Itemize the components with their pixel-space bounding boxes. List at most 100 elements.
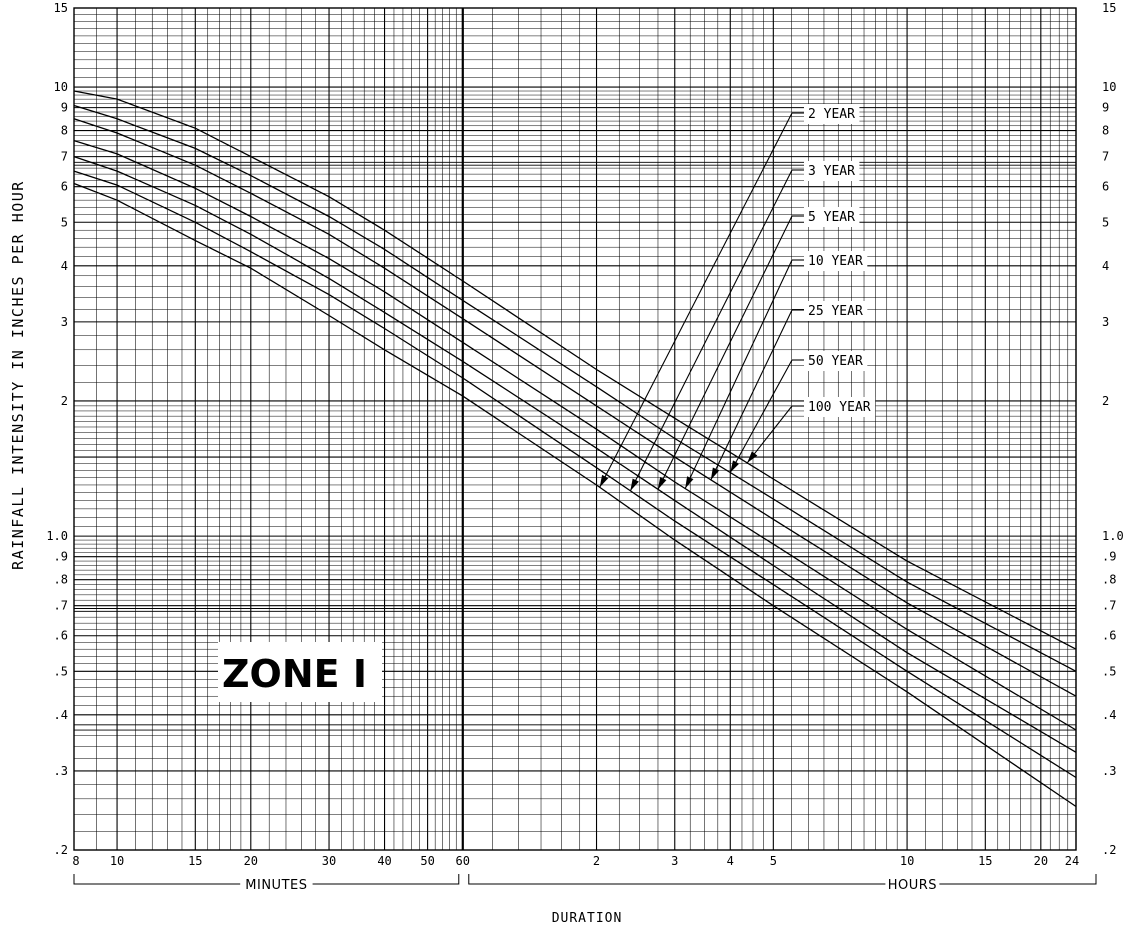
x-tick-label: 30 <box>322 854 336 868</box>
y-tick-label-right: .5 <box>1102 664 1116 678</box>
legend-label-bg <box>804 104 860 124</box>
series-line-50-year <box>73 104 1077 672</box>
legend-arrow-line <box>746 405 793 464</box>
y-tick-label: 8 <box>61 124 68 138</box>
x-tick-label: 4 <box>727 854 734 868</box>
y-tick-label-right: 1.0 <box>1102 529 1124 543</box>
legend-label-bg <box>804 351 868 371</box>
x-tick-label: 20 <box>244 854 258 868</box>
y-tick-label: 5 <box>61 215 68 229</box>
x-axis-label: DURATION <box>552 911 623 926</box>
legend-label-bg <box>804 251 868 271</box>
y-tick-label-right: .4 <box>1102 708 1116 722</box>
y-tick-label-right: 15 <box>1102 1 1116 15</box>
legend-arrow-line <box>657 215 793 490</box>
y-tick-label: 1.0 <box>46 529 68 543</box>
y-tick-label-right: 10 <box>1102 80 1116 94</box>
x-tick-label: 15 <box>188 854 202 868</box>
legend-arrowhead <box>630 478 639 491</box>
curve-group <box>73 90 1077 808</box>
chart-grid <box>73 7 1077 851</box>
legend-label-bg <box>804 207 860 227</box>
y-tick-label-right: .7 <box>1102 599 1116 613</box>
series-line-10-year <box>73 139 1077 731</box>
legend-arrowhead <box>599 474 609 488</box>
series-line-3-year <box>73 170 1077 779</box>
legend-label: 25 YEAR <box>808 304 863 319</box>
x-tick-label: 10 <box>900 854 914 868</box>
y-tick-label-right: 9 <box>1102 101 1109 115</box>
y-tick-label: .6 <box>54 629 68 643</box>
segment-bracket <box>468 874 886 885</box>
x-tick-label: 5 <box>770 854 777 868</box>
y-tick-label: 3 <box>61 315 68 329</box>
y-tick-label: 4 <box>61 259 68 273</box>
series-line-5-year <box>73 155 1077 753</box>
legend-arrowhead <box>685 476 694 489</box>
zone-label-box <box>218 642 382 702</box>
y-tick-label-right: .6 <box>1102 629 1116 643</box>
legend-label: 10 YEAR <box>808 254 863 269</box>
legend-label: 3 YEAR <box>808 164 855 179</box>
legend-arrowhead <box>730 460 740 473</box>
y-tick-label: 7 <box>61 150 68 164</box>
segment-bracket <box>312 874 460 885</box>
zone-annotation: ZONE I <box>218 642 382 702</box>
y-tick-label: .7 <box>54 599 68 613</box>
x-tick-label: 40 <box>377 854 391 868</box>
zone-label: ZONE I <box>222 652 367 696</box>
segment-label: HOURS <box>888 878 937 893</box>
series-line-2-year <box>73 182 1077 808</box>
x-tick-label: 15 <box>978 854 992 868</box>
y-tick-label-right: .3 <box>1102 764 1116 778</box>
series-line-100-year <box>73 90 1077 650</box>
legend-arrow-line <box>729 359 793 473</box>
y-tick-label: 2 <box>61 394 68 408</box>
segment-bracket <box>939 874 1097 885</box>
y-tick-label: 6 <box>61 180 68 194</box>
segment-label: MINUTES <box>245 878 307 893</box>
legend-arrowhead <box>710 467 720 480</box>
legend-arrow-line <box>710 309 793 481</box>
legend-label: 5 YEAR <box>808 210 855 225</box>
legend-arrow-line <box>684 259 793 489</box>
x-tick-label: 10 <box>110 854 124 868</box>
y-tick-label: .4 <box>54 708 68 722</box>
y-tick-label: .5 <box>54 664 68 678</box>
y-tick-label: 9 <box>61 101 68 115</box>
segment-bracket <box>73 874 241 885</box>
series-line-25-year <box>73 118 1077 697</box>
legend-arrow-line <box>629 169 793 492</box>
legend-label: 100 YEAR <box>808 400 871 415</box>
legend-arrow-line <box>599 112 793 488</box>
y-tick-label: .9 <box>54 550 68 564</box>
y-tick-label-right: 8 <box>1102 124 1109 138</box>
legend-label: 2 YEAR <box>808 107 855 122</box>
legend-arrowhead <box>657 477 667 490</box>
y-tick-label-right: 6 <box>1102 180 1109 194</box>
legend-label-bg <box>804 397 876 417</box>
y-tick-label-right: 4 <box>1102 259 1109 273</box>
x-tick-label: 8 <box>72 854 79 868</box>
x-tick-label: 50 <box>420 854 434 868</box>
duration-segments: MINUTES HOURS <box>73 874 1097 893</box>
x-tick-label: 20 <box>1034 854 1048 868</box>
x-tick-label: 3 <box>671 854 678 868</box>
x-tick-label: 2 <box>593 854 600 868</box>
y-tick-label: .3 <box>54 764 68 778</box>
x-tick-label: 24 <box>1065 854 1079 868</box>
y-tick-label-right: .2 <box>1102 843 1116 857</box>
y-tick-label-right: .9 <box>1102 550 1116 564</box>
y-tick-label-right: .8 <box>1102 573 1116 587</box>
y-axis-label: RAINFALL INTENSITY IN INCHES PER HOUR <box>9 180 27 570</box>
tick-labels: 15 15 10 10 9 9 8 8 7 7 6 6 5 5 4 4 3 3 2 2 1.0 1.0 .9 .9 .8 .8 .7… <box>46 1 1123 868</box>
y-tick-label: .2 <box>54 843 68 857</box>
legend: 2 YEAR 3 YEAR 5 YEAR 10 YEAR 25 YEAR 50 YEAR 1… <box>599 104 876 492</box>
y-tick-label: .8 <box>54 573 68 587</box>
y-tick-label-right: 3 <box>1102 315 1109 329</box>
legend-label-bg <box>804 161 860 181</box>
y-tick-label-right: 2 <box>1102 394 1109 408</box>
x-tick-label: 60 <box>456 854 470 868</box>
legend-label: 50 YEAR <box>808 354 863 369</box>
